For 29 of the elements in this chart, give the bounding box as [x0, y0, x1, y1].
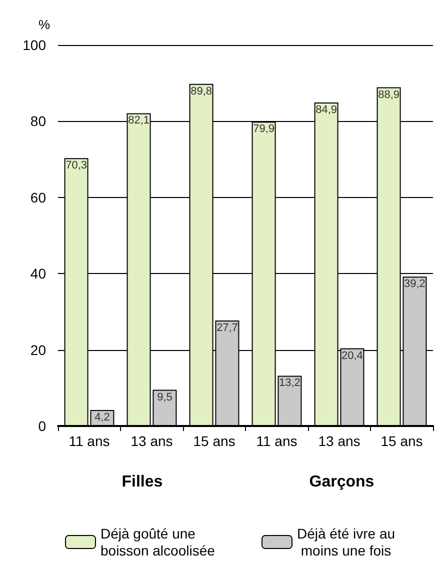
- legend-label: Déjà été ivre au moins une fois: [297, 526, 396, 558]
- x-tick-label: 11 ans: [256, 433, 298, 449]
- y-tick-label: 60: [30, 189, 46, 206]
- text: Garçons: [309, 474, 374, 490]
- y-tick-label: 0: [38, 418, 46, 434]
- y-axis-title: %: [38, 17, 50, 32]
- text: Filles: [122, 474, 163, 490]
- data-label: 89,8: [190, 85, 212, 98]
- data-label: 70,3: [66, 160, 87, 172]
- data-label: 84,9: [316, 104, 337, 116]
- data-label: 20,4: [342, 350, 363, 362]
- data-label: 39,2: [404, 278, 426, 290]
- y-tick-label: 20: [30, 342, 46, 358]
- x-tick-label: 11 ans: [68, 433, 110, 449]
- y-tick-label: 80: [30, 113, 46, 130]
- data-label: 79,9: [253, 123, 274, 136]
- legend-label: Déjà goûté une boisson alcoolisée: [100, 526, 216, 558]
- x-tick-label: 13 ans: [318, 433, 360, 449]
- data-label: 88,9: [378, 88, 400, 101]
- y-tick-label: 100: [22, 37, 46, 53]
- data-label: 13,2: [279, 377, 300, 390]
- data-label: 9,5: [157, 391, 172, 404]
- data-label: 4,2: [94, 412, 110, 424]
- data-label: 27,7: [216, 322, 238, 334]
- data-label: 82,1: [128, 114, 150, 127]
- x-tick-label: 15 ans: [380, 433, 423, 449]
- x-tick-label: 15 ans: [193, 433, 236, 449]
- x-tick-label: 13 ans: [130, 433, 173, 449]
- y-tick-label: 40: [30, 266, 46, 282]
